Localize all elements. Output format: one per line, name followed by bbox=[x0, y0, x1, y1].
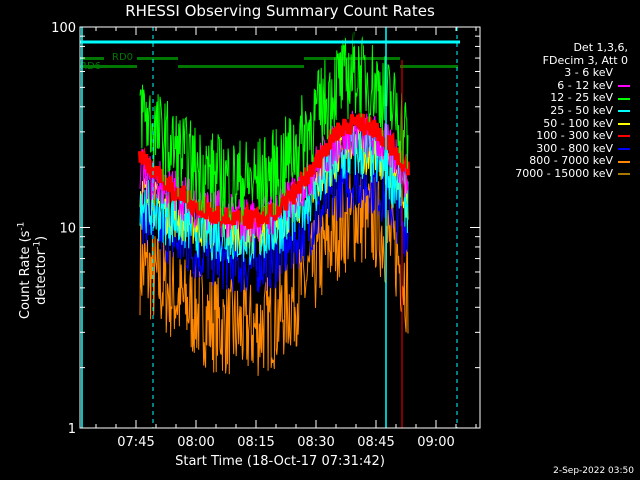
legend-label: 300 - 800 keV bbox=[536, 141, 613, 155]
series-line bbox=[139, 126, 409, 265]
legend-entries: 3 - 6 keV 6 - 12 keV 12 - 25 keV 25 - 50 ke… bbox=[484, 67, 630, 180]
legend-entry: 12 - 25 keV bbox=[484, 92, 630, 105]
legend-entry: 100 - 300 keV bbox=[484, 130, 630, 143]
flag-bar bbox=[80, 57, 104, 60]
x-tick-label: 08:00 bbox=[177, 435, 214, 450]
legend-label: 7000 - 15000 keV bbox=[515, 166, 613, 180]
legend-entry: 7000 - 15000 keV bbox=[484, 166, 630, 181]
legend-swatch bbox=[618, 110, 630, 113]
flag-bar bbox=[137, 57, 178, 60]
series-line bbox=[135, 25, 409, 51]
x-tick-label: 08:15 bbox=[237, 435, 274, 450]
x-tick-label: 09:00 bbox=[417, 435, 454, 450]
legend-label: 25 - 50 keV bbox=[550, 103, 613, 117]
series-line bbox=[139, 174, 409, 376]
y-tick-label: 10 bbox=[59, 222, 76, 237]
timestamp: 2-Sep-2022 03:50 bbox=[553, 466, 634, 476]
legend-entry: 25 - 50 keV bbox=[484, 103, 630, 118]
legend-label: 800 - 7000 keV bbox=[529, 154, 613, 168]
legend-swatch bbox=[618, 160, 630, 163]
legend-label: 6 - 12 keV bbox=[557, 78, 613, 92]
legend: Det 1,3,6, FDecim 3, Att 0 3 - 6 keV 6 - … bbox=[484, 41, 630, 181]
y-tick-label: 1 bbox=[68, 422, 76, 437]
legend-entry: 3 - 6 keV bbox=[484, 67, 630, 80]
chart-title: RHESSI Observing Summary Count Rates bbox=[125, 2, 435, 20]
x-tick-label: 08:45 bbox=[357, 435, 394, 450]
legend-entry: 6 - 12 keV bbox=[484, 78, 630, 93]
legend-swatch bbox=[618, 72, 630, 75]
legend-label: 100 - 300 keV bbox=[536, 129, 613, 143]
flag-label: RD6 bbox=[80, 61, 101, 72]
legend-swatch bbox=[618, 173, 630, 176]
legend-entry: 300 - 800 keV bbox=[484, 141, 630, 156]
flag-bar bbox=[400, 65, 458, 68]
legend-header-1: Det 1,3,6, bbox=[573, 41, 628, 54]
legend-label: 50 - 100 keV bbox=[543, 116, 613, 130]
y-axis-label: Count Rate (s-1 detector-1) bbox=[16, 221, 50, 320]
legend-entry: 50 - 100 keV bbox=[484, 116, 630, 131]
legend-swatch bbox=[618, 135, 630, 138]
series-lines bbox=[135, 25, 410, 428]
x-tick-label: 07:45 bbox=[117, 435, 154, 450]
flag-bar bbox=[80, 65, 137, 68]
x-tick-label: 08:30 bbox=[297, 435, 334, 450]
x-axis-label: Start Time (18-Oct-17 07:31:42) bbox=[175, 454, 385, 469]
legend-swatch bbox=[618, 148, 630, 151]
flag-bar bbox=[304, 57, 400, 60]
legend-swatch bbox=[618, 97, 630, 100]
y-ticks: 1 10 100 bbox=[51, 21, 480, 437]
legend-header-2: FDecim 3, Att 0 bbox=[542, 53, 628, 67]
x-ticks: 07:45 08:00 08:15 08:30 08:45 09:00 bbox=[95, 27, 477, 450]
flag-bar bbox=[178, 65, 304, 68]
flag-label: RD0 bbox=[112, 52, 133, 63]
flag-bars: RD0 RD6 bbox=[80, 52, 458, 72]
legend-label: 3 - 6 keV bbox=[564, 66, 613, 80]
y-tick-label: 100 bbox=[51, 21, 76, 36]
legend-label: 12 - 25 keV bbox=[550, 91, 613, 105]
legend-swatch bbox=[618, 122, 630, 125]
legend-entry: 800 - 7000 keV bbox=[484, 155, 630, 168]
legend-swatch bbox=[618, 85, 630, 88]
